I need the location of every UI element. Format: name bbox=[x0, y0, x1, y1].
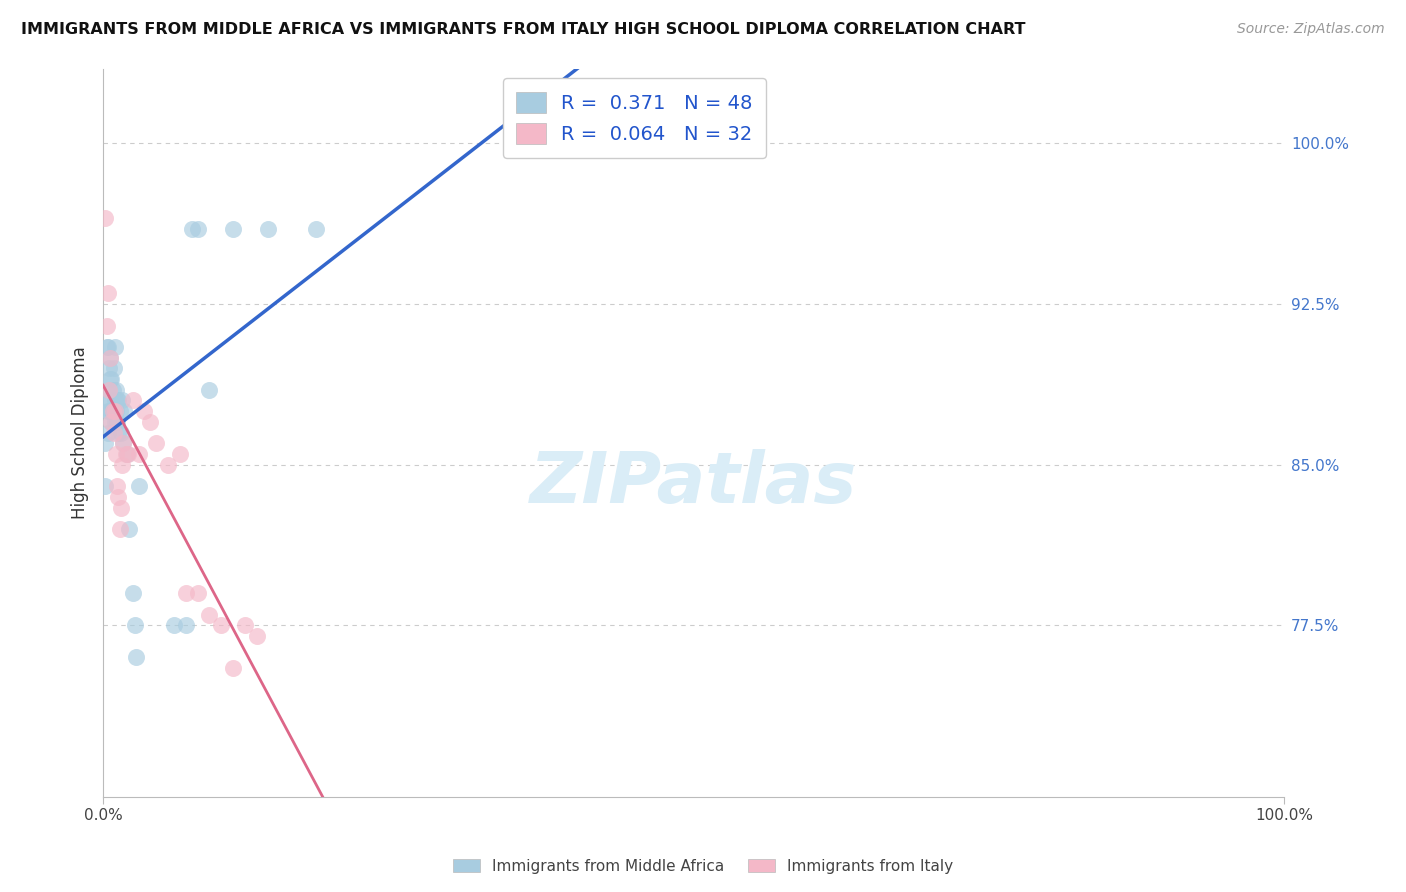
Point bbox=[222, 661, 245, 675]
Point bbox=[98, 404, 121, 418]
Point bbox=[103, 404, 125, 418]
Legend: R =  0.371   N = 48, R =  0.064   N = 32: R = 0.371 N = 48, R = 0.064 N = 32 bbox=[503, 78, 766, 158]
Point bbox=[96, 318, 118, 333]
Point bbox=[112, 404, 135, 418]
Point bbox=[98, 383, 121, 397]
Point bbox=[107, 393, 129, 408]
Point bbox=[139, 415, 162, 429]
Point bbox=[128, 447, 150, 461]
Point bbox=[174, 586, 197, 600]
Point bbox=[124, 618, 146, 632]
Point bbox=[98, 361, 121, 376]
Point bbox=[105, 479, 128, 493]
Point bbox=[97, 425, 120, 440]
Point bbox=[98, 393, 121, 408]
Point bbox=[97, 404, 120, 418]
Point bbox=[187, 586, 209, 600]
Point bbox=[98, 372, 121, 386]
Point bbox=[101, 404, 124, 418]
Text: Source: ZipAtlas.com: Source: ZipAtlas.com bbox=[1237, 22, 1385, 37]
Point bbox=[104, 415, 127, 429]
Point bbox=[98, 383, 121, 397]
Point bbox=[233, 618, 256, 632]
Point bbox=[169, 447, 191, 461]
Point bbox=[125, 650, 148, 665]
Point bbox=[98, 351, 121, 365]
Point bbox=[180, 222, 202, 236]
Point bbox=[134, 404, 156, 418]
Point bbox=[114, 447, 136, 461]
Point bbox=[100, 404, 122, 418]
Point bbox=[105, 415, 128, 429]
Point bbox=[110, 500, 132, 515]
Point bbox=[105, 393, 128, 408]
Point bbox=[111, 393, 134, 408]
Point bbox=[105, 404, 128, 418]
Point bbox=[110, 425, 132, 440]
Point bbox=[187, 222, 209, 236]
Point bbox=[121, 586, 143, 600]
Point bbox=[105, 383, 128, 397]
Point bbox=[101, 404, 124, 418]
Point bbox=[174, 618, 197, 632]
Point bbox=[222, 222, 245, 236]
Point bbox=[111, 458, 134, 472]
Point bbox=[145, 436, 167, 450]
Point bbox=[107, 425, 129, 440]
Text: IMMIGRANTS FROM MIDDLE AFRICA VS IMMIGRANTS FROM ITALY HIGH SCHOOL DIPLOMA CORRE: IMMIGRANTS FROM MIDDLE AFRICA VS IMMIGRA… bbox=[21, 22, 1025, 37]
Point bbox=[128, 479, 150, 493]
Point bbox=[163, 618, 186, 632]
Legend: Immigrants from Middle Africa, Immigrants from Italy: Immigrants from Middle Africa, Immigrant… bbox=[447, 853, 959, 880]
Point bbox=[104, 340, 127, 354]
Point bbox=[112, 436, 135, 450]
Point bbox=[97, 340, 120, 354]
Point bbox=[94, 436, 117, 450]
Point bbox=[100, 372, 122, 386]
Point bbox=[305, 222, 328, 236]
Point bbox=[117, 447, 139, 461]
Point bbox=[108, 522, 131, 536]
Point bbox=[112, 436, 135, 450]
Point bbox=[104, 404, 127, 418]
Point bbox=[97, 286, 120, 301]
Point bbox=[94, 211, 117, 226]
Point bbox=[101, 383, 124, 397]
Point bbox=[157, 458, 180, 472]
Point bbox=[121, 393, 143, 408]
Point bbox=[96, 340, 118, 354]
Point bbox=[103, 425, 125, 440]
Point bbox=[100, 415, 122, 429]
Point bbox=[98, 351, 121, 365]
Y-axis label: High School Diploma: High School Diploma bbox=[72, 346, 89, 519]
Point bbox=[94, 479, 117, 493]
Point bbox=[108, 404, 131, 418]
Point bbox=[209, 618, 232, 632]
Point bbox=[100, 415, 122, 429]
Point bbox=[118, 522, 141, 536]
Point bbox=[198, 383, 221, 397]
Point bbox=[107, 490, 129, 504]
Text: ZIPatlas: ZIPatlas bbox=[530, 449, 858, 518]
Point bbox=[257, 222, 280, 236]
Point bbox=[105, 447, 128, 461]
Point bbox=[198, 607, 221, 622]
Point bbox=[96, 393, 118, 408]
Point bbox=[115, 447, 138, 461]
Point bbox=[104, 393, 127, 408]
Point bbox=[103, 361, 125, 376]
Point bbox=[246, 629, 269, 643]
